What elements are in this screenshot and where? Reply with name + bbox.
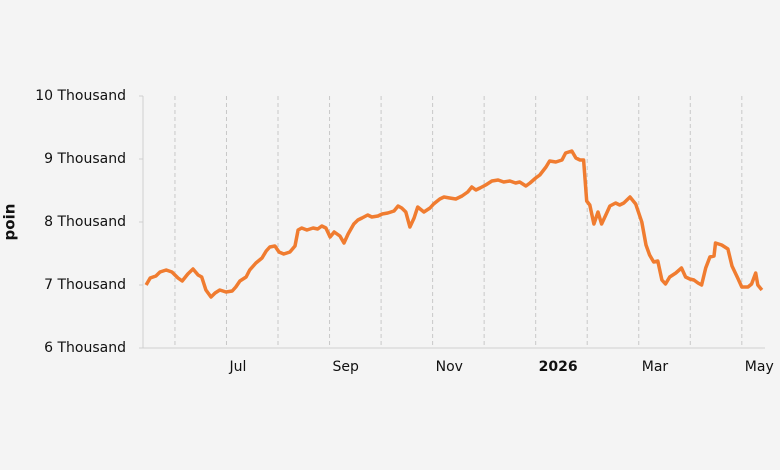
y-tick-label: 7 Thousand [44,277,126,293]
y-axis-label: poin [1,204,19,241]
x-tick-label: Nov [436,359,463,375]
data-line [144,149,764,299]
x-tick-label: Jul [228,359,246,375]
y-tick-label: 8 Thousand [44,214,126,230]
x-tick-label: Sep [333,359,360,375]
x-tick-label: Mar [642,359,669,375]
y-tick-label: 6 Thousand [44,340,126,356]
y-tick-label: 10 Thousand [35,88,126,104]
x-tick-label: May [745,359,774,375]
x-tick-label: 2026 [539,359,578,375]
y-tick-label: 9 Thousand [44,151,126,167]
